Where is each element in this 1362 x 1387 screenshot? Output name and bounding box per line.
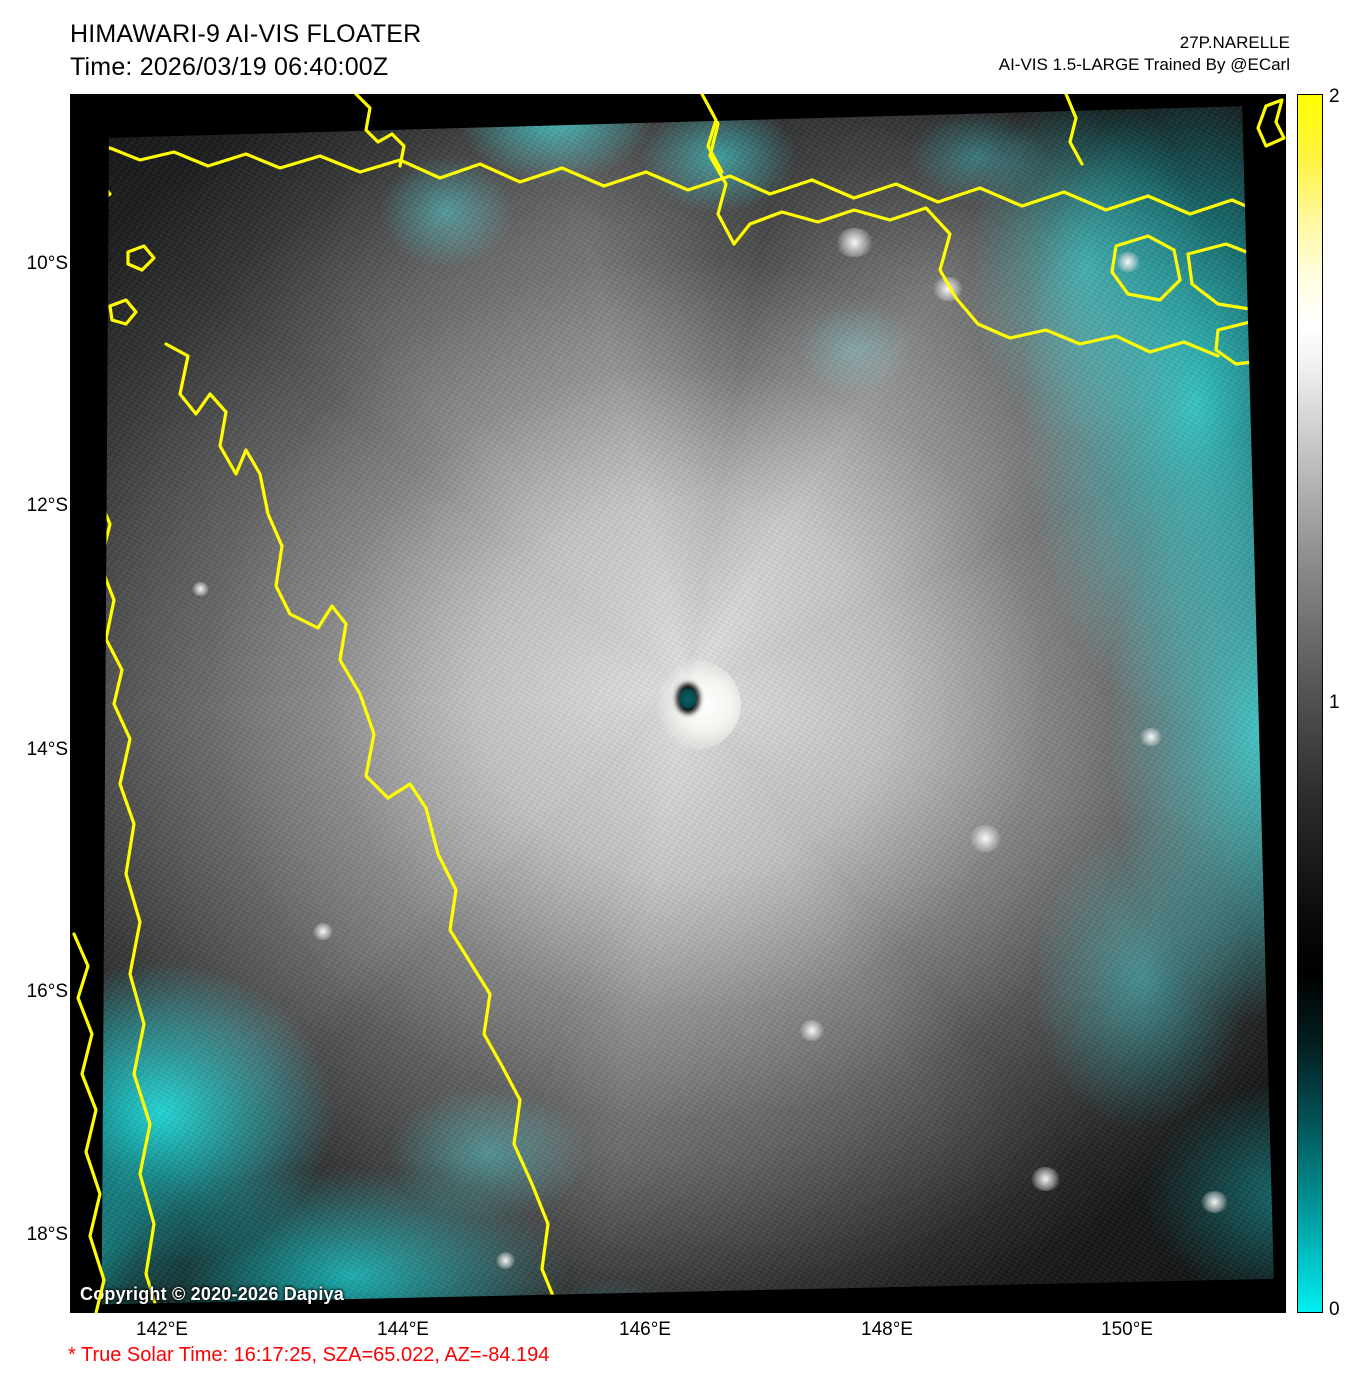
convective-cell (799, 1020, 824, 1042)
convective-cell (1140, 727, 1162, 747)
x-tick-label: 142°E (136, 1319, 188, 1340)
convective-cell (1115, 252, 1141, 272)
convective-cell (933, 276, 963, 302)
convective-cell (836, 228, 873, 258)
convective-cell (1030, 1166, 1060, 1192)
coastline-island-small-c (101, 180, 112, 206)
y-tick-label: 14°S (26, 739, 68, 760)
y-tick-label: 12°S (26, 495, 68, 516)
page-title: HIMAWARI-9 AI-VIS FLOATER (70, 20, 422, 48)
y-tick-label: 16°S (26, 981, 68, 1002)
convective-cell (1200, 1191, 1228, 1214)
colorbar-tick-label: 1 (1329, 692, 1340, 713)
y-tick-label: 18°S (26, 1224, 68, 1245)
satellite-image-swath (101, 106, 1286, 1305)
model-credit-label: AI-VIS 1.5-LARGE Trained By @ECarl (998, 55, 1290, 75)
colorbar-tick-label: 0 (1329, 1299, 1340, 1320)
convective-cell (191, 581, 209, 597)
satellite-plot-frame: Copyright © 2020-2026 Dapiya (70, 94, 1286, 1313)
x-tick-label: 148°E (861, 1319, 913, 1340)
convective-cell (495, 1252, 516, 1270)
solar-time-note: * True Solar Time: 16:17:25, SZA=65.022,… (68, 1344, 550, 1366)
x-tick-label: 146°E (619, 1319, 671, 1340)
cyclone-eye (679, 686, 698, 711)
colorbar (1297, 94, 1323, 1313)
convective-cell (969, 825, 1002, 853)
x-tick-label: 150°E (1101, 1319, 1153, 1340)
colorbar-tick-label: 2 (1329, 86, 1340, 107)
timestamp-label: Time: 2026/03/19 06:40:00Z (70, 52, 389, 81)
x-tick-label: 144°E (377, 1319, 429, 1340)
coastline-island-east-c (1264, 204, 1274, 248)
copyright-label: Copyright © 2020-2026 Dapiya (80, 1284, 344, 1304)
y-tick-label: 10°S (26, 253, 68, 274)
storm-id-label: 27P.NARELLE (1179, 33, 1290, 52)
convective-cell (313, 922, 333, 940)
header-left-block: HIMAWARI-9 AI-VIS FLOATER Time: 2026/03/… (70, 18, 421, 83)
header-right-block: 27P.NARELLE AI-VIS 1.5-LARGE Trained By … (999, 32, 1290, 77)
coastline-island-east-e (1278, 288, 1286, 308)
